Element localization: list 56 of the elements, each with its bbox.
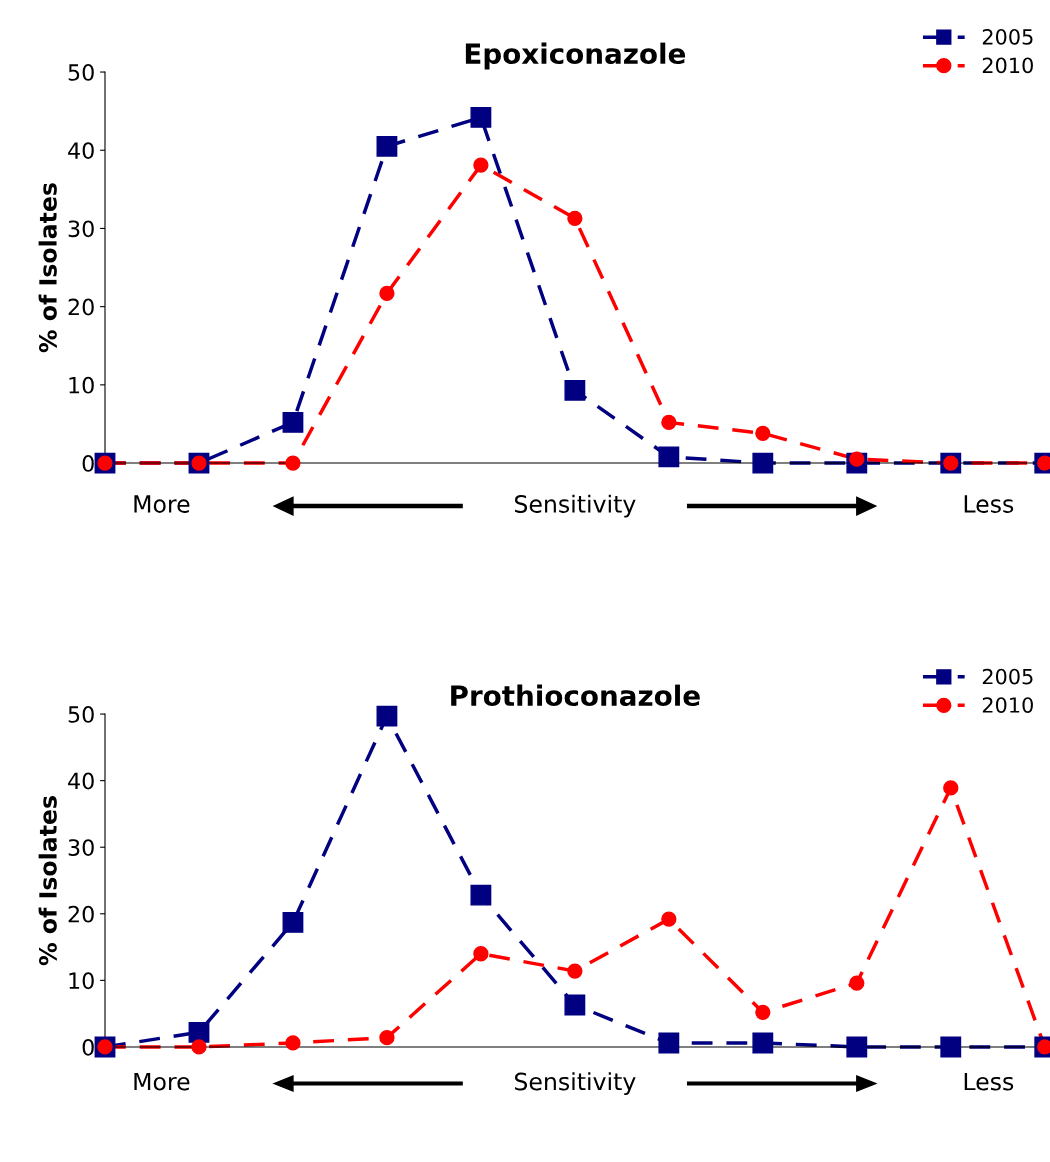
point xyxy=(285,1035,301,1051)
legend-label: 2005 xyxy=(982,668,1033,685)
point xyxy=(188,1021,210,1043)
point xyxy=(376,135,398,157)
point xyxy=(567,210,583,226)
point xyxy=(846,1036,868,1058)
y-tick-label: 0 xyxy=(82,455,94,472)
point xyxy=(661,911,677,927)
y-tick-label: 40 xyxy=(68,772,94,790)
y-tick-label: 50 xyxy=(68,63,94,81)
point xyxy=(191,1039,207,1055)
point xyxy=(943,780,959,796)
point xyxy=(282,912,304,933)
point xyxy=(470,106,492,128)
point xyxy=(473,157,489,173)
text: Sensitivity xyxy=(514,494,636,518)
point xyxy=(752,452,774,474)
point xyxy=(379,285,395,301)
point xyxy=(376,705,398,727)
point xyxy=(658,446,680,468)
y-tick-label: 50 xyxy=(68,706,94,723)
point xyxy=(752,1032,774,1054)
point xyxy=(940,1036,962,1058)
point xyxy=(564,379,586,401)
y-tick-label: 20 xyxy=(68,905,94,923)
text: More xyxy=(134,1072,190,1091)
text: Less xyxy=(964,1072,1014,1091)
y-tick-label: 10 xyxy=(69,972,94,990)
point xyxy=(564,994,586,1016)
point xyxy=(755,1004,771,1020)
legend-label: 2010 xyxy=(982,57,1033,74)
point xyxy=(755,425,771,441)
y-tick-label: 0 xyxy=(82,1038,94,1056)
text: Sensitivity xyxy=(514,1072,636,1096)
point xyxy=(849,975,865,991)
point xyxy=(470,884,492,906)
point xyxy=(473,946,489,962)
point xyxy=(285,455,301,471)
y-tick-label: 30 xyxy=(68,839,94,856)
y-axis-title: % of Isolates xyxy=(38,796,57,966)
chart-title: Prothioconazole xyxy=(451,684,700,707)
y-tick-label: 40 xyxy=(68,142,94,160)
point xyxy=(282,411,304,433)
point xyxy=(567,963,583,979)
legend-label: 2005 xyxy=(982,28,1033,45)
y-tick-label: 20 xyxy=(68,298,94,316)
text: Less xyxy=(964,495,1014,513)
legend-label: 2010 xyxy=(982,697,1033,713)
y-axis-title: % of Isolates xyxy=(38,183,57,353)
text: More xyxy=(134,495,190,513)
y-tick-label: 10 xyxy=(69,376,94,394)
point xyxy=(379,1030,395,1046)
point xyxy=(661,414,677,431)
point xyxy=(658,1032,680,1054)
chart-title: Epoxiconazole xyxy=(465,42,686,70)
y-tick-label: 30 xyxy=(68,220,94,238)
